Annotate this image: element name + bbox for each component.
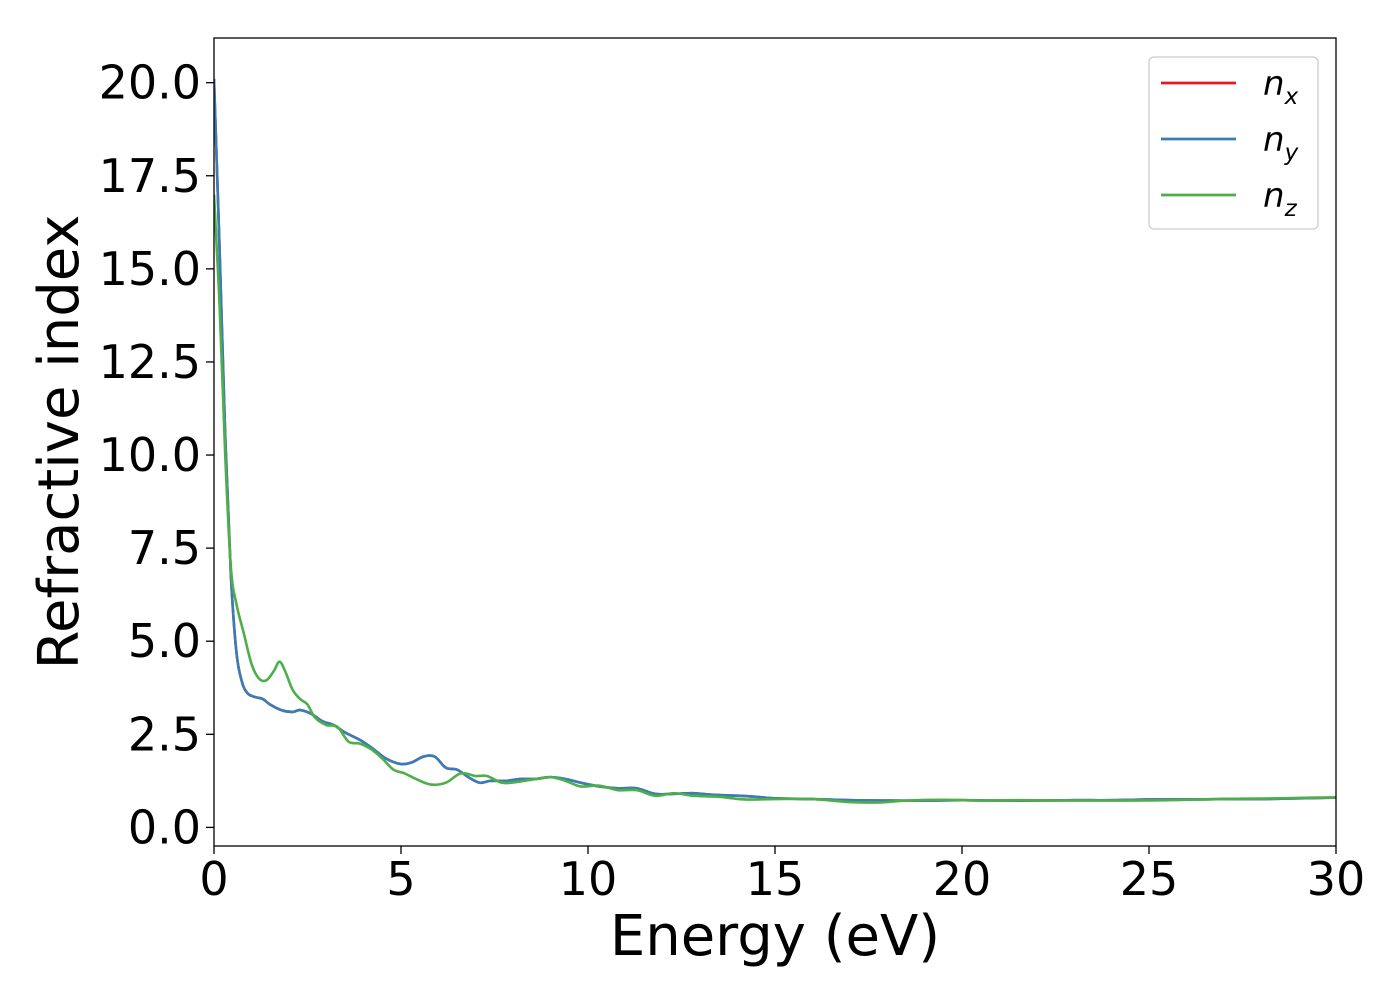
- legend-label-subscript: y: [1284, 140, 1299, 166]
- x-tick-label: 0: [199, 852, 228, 906]
- y-tick-label: 2.5: [128, 707, 201, 761]
- y-tick-label: 17.5: [99, 149, 201, 203]
- y-tick-label: 15.0: [99, 242, 201, 296]
- y-tick-label: 0.0: [128, 800, 201, 854]
- series-line-z: [214, 194, 1336, 804]
- x-tick-label: 10: [559, 852, 618, 906]
- legend-label-subscript: z: [1284, 196, 1298, 222]
- legend-box: [1148, 56, 1319, 230]
- x-tick-label: 30: [1307, 852, 1366, 906]
- x-tick-label: 15: [746, 852, 805, 906]
- y-tick-label: 12.5: [99, 335, 201, 389]
- x-axis-title: Energy (eV): [610, 904, 940, 969]
- legend-label-subscript: x: [1284, 84, 1299, 110]
- y-tick-label: 7.5: [128, 521, 201, 575]
- y-tick-label: 20.0: [99, 56, 201, 110]
- y-tick-label: 10.0: [99, 428, 201, 482]
- y-axis-title: Refractive index: [27, 215, 92, 670]
- x-tick-label: 5: [386, 852, 415, 906]
- x-axis-ticks: 0 5 10 15 20 25 30: [199, 846, 1365, 906]
- y-axis-ticks: 0.0 2.5 5.0 7.5 10.0 12.5 15.0 17.5 20.0: [99, 56, 214, 854]
- x-tick-label: 20: [933, 852, 992, 906]
- x-tick-label: 25: [1120, 852, 1179, 906]
- y-tick-label: 5.0: [128, 614, 201, 668]
- series-layer: [214, 78, 1336, 804]
